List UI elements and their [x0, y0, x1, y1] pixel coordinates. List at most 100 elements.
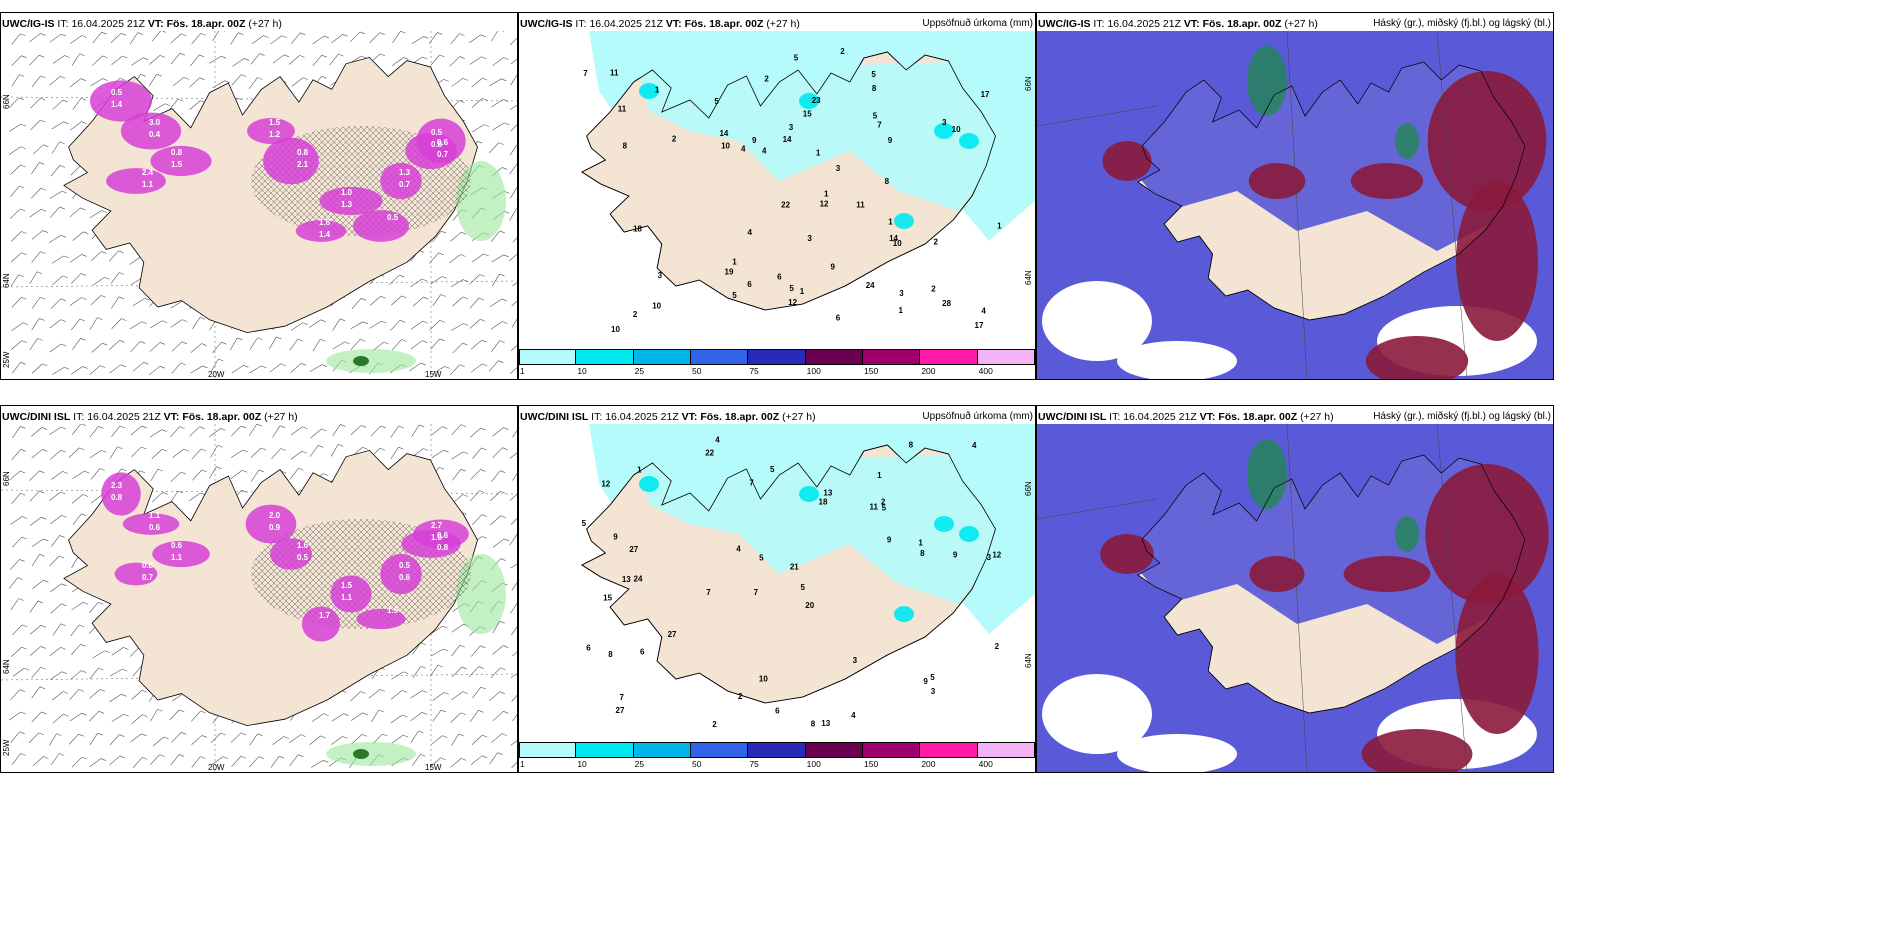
lon-label-15: 15W [425, 763, 442, 772]
coastline [581, 444, 996, 704]
snow-value-label: 0.6 [437, 138, 449, 147]
colorbar-cell [691, 742, 749, 758]
snow-value-label: 1.1 [142, 180, 154, 189]
mid-cloud-area [1350, 163, 1424, 199]
colorbar-label: 1 [520, 759, 525, 769]
precip-value-label: 5 [873, 111, 878, 120]
precip-value-label: 8 [920, 549, 925, 558]
colorbar-frame [519, 742, 1035, 758]
high-cloud-area [1247, 46, 1287, 116]
snow-value-label: 0.4 [149, 130, 161, 139]
precip-value-label: 23 [812, 96, 821, 105]
precip-peak [934, 516, 954, 532]
precip-value-label: 5 [930, 673, 935, 682]
precip-value-label: 8 [885, 177, 890, 186]
snow-area [114, 562, 158, 586]
lon-label-25: 25W [2, 739, 11, 756]
snow-area [247, 118, 295, 144]
precip-area [639, 61, 1009, 211]
precip-value-label: 5 [882, 504, 887, 513]
precip-value-label: 21 [790, 563, 799, 572]
snow-value-label: 0.9 [269, 523, 281, 532]
coastline [1137, 454, 1526, 714]
colorbar-label: 10 [577, 759, 587, 769]
mid-cloud-area [1456, 181, 1538, 341]
snow-value-label: 2.7 [431, 521, 443, 530]
colorbar-cell [805, 742, 863, 758]
precip-value-label: 3 [836, 164, 841, 173]
snow-area [330, 575, 372, 613]
panel-title: Háský (gr.), miðský (fj.bl.) og lágský (… [1373, 411, 1551, 422]
light-precip-area [326, 349, 416, 373]
colorbar: 1 10 25 50 75 100 150 200 400 [519, 742, 1035, 772]
coastline [581, 51, 996, 311]
snow-value-label: 1.6 [319, 218, 331, 227]
graticule-line [1286, 31, 1308, 379]
precip-value-label: 7 [583, 69, 588, 78]
lon-label-20: 20W [208, 763, 225, 772]
lat-label-64: 64N [1024, 653, 1033, 668]
precip-value-label: 12 [788, 298, 797, 307]
precip-value-label: 9 [830, 262, 835, 271]
model-name: UWC/IG-IS [1038, 18, 1091, 30]
precip-value-label: 14 [719, 129, 728, 138]
snow-area [89, 80, 153, 122]
model-name: UWC/DINI ISL [2, 411, 71, 423]
snow-value-label: 0.6 [399, 573, 411, 582]
colorbar-label: 75 [749, 759, 759, 769]
snow-area [353, 210, 409, 242]
precip-value-label: 3 [987, 553, 992, 562]
panel-header: UWC/DINI ISL IT: 16.04.2025 21Z VT: Fös.… [1038, 411, 1334, 423]
precip-value-label: 27 [616, 706, 625, 715]
model-name: UWC/IG-IS [2, 18, 55, 30]
precip-value-label: 9 [613, 532, 618, 541]
colorbar-cell [633, 742, 691, 758]
precip-value-label: 17 [981, 90, 990, 99]
precip-value-label: 13 [823, 489, 832, 498]
snow-value-label: 1.4 [111, 100, 123, 109]
precip-value-label: 22 [705, 448, 714, 457]
colorbar-label: 100 [806, 366, 821, 376]
graticule-line [1037, 498, 1158, 520]
cloud-panel-bottom: UWC/DINI ISL IT: 16.04.2025 21Z VT: Fös.… [1036, 405, 1554, 773]
snow-value-label: 1.9 [387, 606, 399, 615]
precip-value-label: 4 [741, 145, 746, 154]
lat-label-66: 66N [1024, 76, 1033, 91]
precip-peak [959, 133, 979, 149]
snow-value-label: 1.4 [319, 230, 331, 239]
colorbar-label: 50 [692, 366, 702, 376]
snow-panel-top: UWC/IG-IS IT: 16.04.2025 21Z VT: Fös. 18… [0, 12, 518, 380]
precip-value-label: 3 [853, 656, 858, 665]
snow-value-label: 3.0 [149, 118, 161, 127]
precip-value-label: 8 [608, 650, 613, 659]
precip-value-label: 19 [725, 267, 734, 276]
precip-value-label: 3 [807, 234, 812, 243]
colorbar-cell [920, 349, 978, 365]
panel-header: UWC/IG-IS IT: 16.04.2025 21Z VT: Fös. 18… [1038, 18, 1318, 30]
colorbar-cell [748, 349, 806, 365]
mid-cloud-area [1100, 534, 1154, 574]
precip-value-label: 6 [747, 280, 752, 289]
mid-cloud-area [1425, 464, 1549, 604]
snow-value-label: 1.7 [319, 611, 331, 620]
precip-value-label: 9 [887, 535, 892, 544]
snow-panel-bottom: UWC/DINI ISL IT: 16.04.2025 21Z VT: Fös.… [0, 405, 518, 773]
lat-label-66: 66N [1024, 481, 1033, 496]
precip-peak [934, 123, 954, 139]
snow-value-label: 1.0 [431, 533, 443, 542]
clear-area [1042, 281, 1152, 361]
snow-value-label: 1.2 [269, 130, 281, 139]
mid-cloud-area [1455, 574, 1539, 734]
snow-area [152, 540, 210, 568]
precip-value-label: 5 [789, 284, 794, 293]
snow-value-label: 0.5 [399, 561, 411, 570]
snow-value-label: 2.1 [297, 160, 309, 169]
colorbar-label: 50 [692, 759, 702, 769]
precip-value-label: 11 [610, 68, 619, 77]
cloud-panel-top: UWC/IG-IS IT: 16.04.2025 21Z VT: Fös. 18… [1036, 12, 1554, 380]
mid-cloud-area [1249, 556, 1305, 592]
snow-value-label: 2.4 [142, 168, 154, 177]
precip-value-label: 1 [800, 287, 805, 296]
snow-value-label: 0.8 [171, 148, 183, 157]
coastline [1137, 61, 1526, 321]
